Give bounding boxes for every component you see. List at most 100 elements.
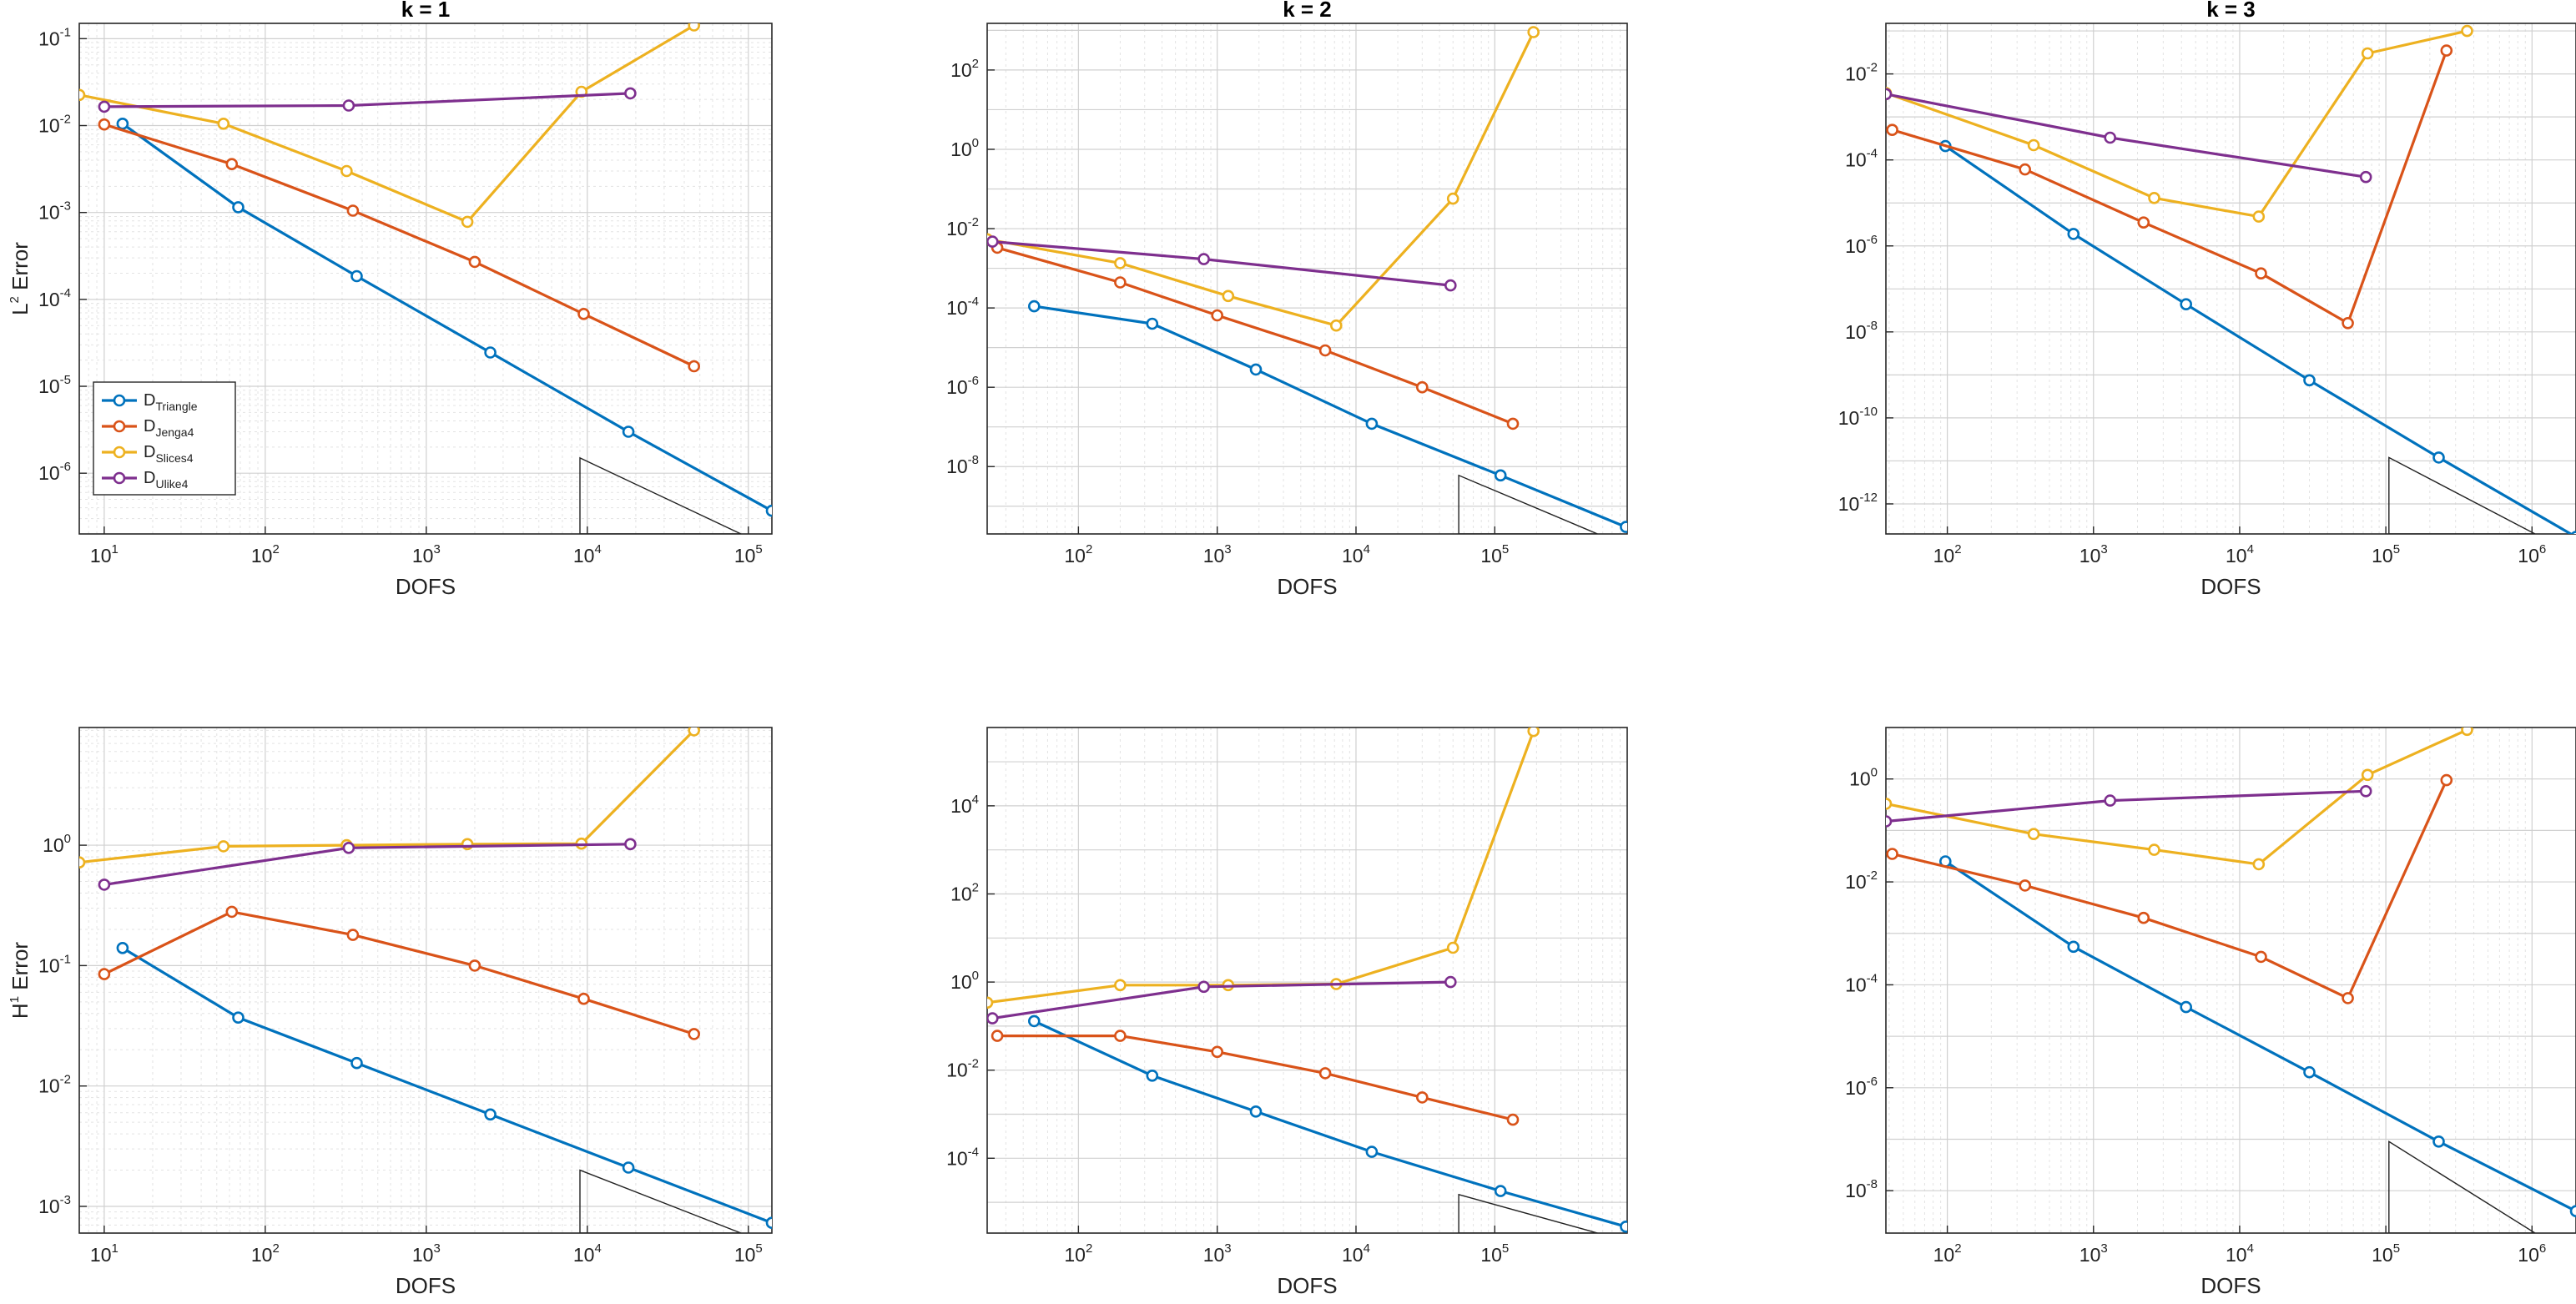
data-point: [340, 164, 353, 178]
data-point: [1318, 1067, 1332, 1080]
legend-label: DJenga4: [144, 417, 194, 439]
data-point: [346, 929, 360, 941]
data-point: [1506, 417, 1520, 430]
tick-label: 10-6: [1845, 233, 1878, 257]
data-point: [1506, 1113, 1520, 1126]
axes-frame: [1885, 727, 2576, 1234]
data-point: [1146, 317, 1159, 330]
panel-title: k = 2: [1283, 0, 1332, 22]
data-point: [225, 905, 239, 919]
data-point: [1620, 1221, 1627, 1233]
data-point: [1494, 469, 1507, 482]
grid: [1886, 23, 2576, 534]
x-axis-label: DOFS: [396, 1273, 456, 1298]
data-point: [232, 201, 244, 214]
data-point: [2067, 940, 2080, 954]
legend-marker: [113, 471, 126, 485]
data-point: [765, 504, 772, 517]
tick-label: 10-5: [38, 373, 71, 397]
data-point: [1416, 1091, 1429, 1104]
legend-label: DSlices4: [144, 443, 194, 465]
data-point: [1444, 279, 1457, 292]
data-point: [346, 204, 360, 217]
series-line-d-triangle: [1034, 305, 1627, 529]
data-point: [2027, 138, 2040, 152]
panel-title: k = 3: [2206, 0, 2256, 22]
data-point: [2359, 170, 2372, 184]
series-line-d-slices4: [1886, 728, 2468, 866]
data-point: [1249, 1105, 1263, 1118]
data-point: [2570, 531, 2576, 534]
data-point: [1527, 26, 1540, 38]
data-point: [688, 360, 701, 373]
data-point: [468, 255, 481, 269]
x-axis-label: DOFS: [2200, 1273, 2261, 1298]
data-point: [1114, 257, 1127, 269]
slope-triangle: [1458, 474, 1598, 534]
data-point: [1114, 1030, 1127, 1042]
data-point: [2252, 210, 2266, 223]
data-point: [342, 99, 355, 112]
tick-label: 105: [1480, 542, 1509, 566]
tick-label: 102: [251, 1241, 280, 1266]
series-line-d-slices4: [79, 729, 695, 864]
tick-label: 10-2: [946, 215, 979, 239]
data-point: [624, 87, 637, 100]
data-point: [1318, 344, 1332, 357]
tick-label: 102: [950, 57, 979, 81]
data-point: [1494, 1185, 1507, 1197]
legend-marker: [113, 394, 126, 407]
data-point: [1028, 1015, 1041, 1028]
data-point: [2137, 911, 2150, 924]
data-point: [1330, 319, 1343, 332]
y-axis-label: L2 Error: [8, 242, 33, 315]
grid: [1886, 728, 2576, 1233]
data-point: [1197, 253, 1210, 265]
data-point: [1446, 941, 1459, 954]
data-point: [2342, 992, 2354, 1004]
data-point: [1028, 300, 1041, 313]
series-line-d-triangle: [121, 123, 772, 512]
series-line-d-slices4: [987, 31, 1535, 327]
tick-label: 10-6: [946, 374, 979, 398]
data-point: [1365, 417, 1379, 430]
tick-label: 103: [412, 542, 441, 566]
data-point: [624, 838, 637, 851]
data-point: [688, 23, 700, 32]
tick-label: 105: [1480, 1241, 1509, 1266]
series-line-d-ulike4: [992, 240, 1451, 287]
series-line-d-jenga4: [1892, 779, 2448, 1000]
data-point: [350, 1056, 363, 1070]
tick-label: 103: [412, 1241, 441, 1266]
tick-label: 104: [573, 1241, 602, 1266]
data-point: [2137, 216, 2150, 229]
data-point: [217, 840, 230, 853]
series-line-d-jenga4: [1892, 50, 2448, 325]
data-point: [577, 307, 590, 320]
series-line-d-triangle: [1033, 1020, 1626, 1228]
legend-marker: [113, 420, 126, 433]
tick-label: 10-8: [1845, 319, 1878, 343]
tick-label: 102: [1933, 542, 1962, 566]
slope-triangle: [579, 1169, 742, 1233]
data-point: [342, 841, 355, 854]
data-point: [2432, 1135, 2445, 1148]
data-point: [622, 1161, 635, 1174]
tick-label: 10-8: [1845, 1177, 1878, 1201]
tick-label: 102: [950, 880, 979, 904]
tick-label: 104: [573, 542, 602, 566]
tick-label: 10-8: [946, 453, 979, 477]
axes-frame: [1885, 23, 2576, 535]
data-point: [1197, 980, 1210, 994]
data-point: [1527, 728, 1540, 738]
tick-label: 10-12: [1838, 491, 1878, 515]
data-point: [1886, 123, 1898, 136]
series-line-d-jenga4: [103, 123, 695, 368]
tick-label: 10-3: [38, 199, 71, 224]
data-point: [2303, 374, 2316, 387]
data-point: [1446, 192, 1459, 205]
data-point: [1211, 1045, 1223, 1059]
tick-label: 104: [950, 793, 979, 817]
